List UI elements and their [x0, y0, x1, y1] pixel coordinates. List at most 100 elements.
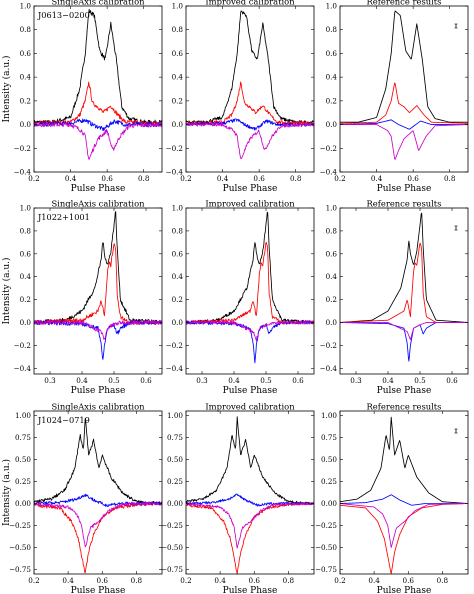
trace-pa-component: [186, 320, 314, 342]
trace-pa-component: [186, 502, 314, 549]
y-tick-label: 0.8: [20, 226, 32, 235]
y-tick-label: −0.25: [315, 521, 337, 530]
y-tick-label: 0.2: [20, 96, 31, 105]
y-tick-label: −0.4: [14, 364, 32, 373]
y-tick-label: 0.0: [326, 120, 338, 129]
y-tick-label: 1.00: [321, 411, 337, 420]
trace-pa-component: [340, 124, 468, 160]
x-tick-label: 0.6: [407, 174, 419, 183]
y-tick-label: 0.6: [326, 249, 338, 258]
x-tick-label: 0.4: [65, 174, 77, 183]
x-tick-label: 0.8: [283, 576, 295, 585]
pulsar-name-label: J1024−0719: [37, 415, 90, 425]
axes-frame: [339, 5, 469, 173]
y-tick-label: 0.2: [326, 295, 337, 304]
y-axis-label: Intensity (a.u.): [1, 257, 12, 324]
y-tick-label: 0.2: [20, 295, 31, 304]
panel-title: Reference results: [367, 199, 442, 209]
axes-frame: [185, 207, 315, 375]
trace-total-intensity: [34, 8, 162, 125]
panel-title: Improved calibration: [205, 199, 295, 209]
x-tick-label: 0.3: [196, 376, 208, 385]
trace-linear-polarization: [340, 82, 468, 124]
y-tick-label: 0.2: [172, 96, 183, 105]
panel-r3-c3: 0.2 0.4 0.6 0.8 1.00 0.75 0.50 0.25 0.00 −0.25 −0.…: [315, 402, 469, 594]
axes-frame: [33, 207, 163, 375]
y-tick-label: 0.4: [172, 272, 184, 281]
y-tick-label: −0.75: [161, 565, 183, 574]
trace-pa-component: [340, 322, 468, 341]
trace-linear-polarization: [340, 503, 468, 574]
panel-r3-c2: 0.2 0.4 0.6 0.8 1.00 0.75 0.50 0.25 0.00 −0.25 −0.…: [161, 402, 315, 594]
y-tick-label: 0.6: [172, 249, 184, 258]
y-tick-label: 0.00: [15, 499, 31, 508]
x-tick-label: 0.6: [446, 376, 458, 385]
trace-total-intensity: [340, 10, 468, 123]
panel-r1-c1: 0.2 0.4 0.6 0.8 1.0 0.8 0.6 0.4 0.2 0.0 −0.2 −0.4 Si…: [14, 0, 163, 194]
x-axis-label: Pulse Phase: [71, 184, 126, 194]
x-tick-label: 0.4: [382, 376, 394, 385]
panel-r2-c2: 0.3 0.4 0.5 0.6 1.0 0.8 0.6 0.4 0.2 0.0 −0.2 −0.4 Im…: [166, 199, 315, 396]
trace-pa-component: [340, 503, 468, 548]
y-tick-label: 0.0: [20, 120, 32, 129]
y-tick-label: −0.50: [315, 543, 337, 552]
trace-pa-component: [34, 320, 162, 341]
x-tick-label: 0.4: [228, 376, 240, 385]
y-tick-label: −0.4: [166, 168, 184, 177]
panel-title: Improved calibration: [205, 0, 295, 7]
y-tick-label: 0.50: [15, 455, 31, 464]
x-tick-label: 0.4: [371, 174, 383, 183]
trace-circular-polarization: [340, 322, 468, 362]
panel-r1-c3: 0.2 0.4 0.6 0.8 1.0 0.8 0.6 0.4 0.2 0.0 −0.2 −0.4 Re…: [320, 0, 469, 194]
y-tick-label: 0.4: [20, 73, 32, 82]
x-tick-label: 0.6: [253, 174, 265, 183]
trace-circular-polarization: [340, 119, 468, 130]
axes-frame: [339, 410, 469, 575]
y-tick-label: 1.0: [326, 2, 338, 11]
x-tick-label: 0.8: [444, 174, 456, 183]
y-tick-label: −0.75: [315, 565, 337, 574]
y-tick-label: 0.6: [172, 49, 184, 58]
y-tick-label: −0.4: [320, 168, 338, 177]
panel-title: SingleAxis calibration: [51, 199, 145, 209]
y-tick-label: 1.0: [172, 2, 184, 11]
panel-title: SingleAxis calibration: [51, 0, 145, 7]
trace-total-intensity: [340, 416, 468, 504]
y-tick-label: −0.50: [9, 543, 31, 552]
x-axis-label: Pulse Phase: [377, 184, 432, 194]
axes-frame: [33, 410, 163, 575]
y-tick-label: 0.4: [326, 272, 338, 281]
y-tick-label: 0.4: [20, 272, 32, 281]
y-tick-label: 1.0: [20, 2, 32, 11]
y-tick-label: −0.4: [320, 364, 338, 373]
x-axis-label: Pulse Phase: [71, 386, 126, 396]
y-tick-label: −0.2: [166, 144, 183, 153]
trace-circular-polarization: [186, 320, 314, 364]
x-tick-label: 0.2: [180, 174, 191, 183]
panel-title: Reference results: [367, 402, 442, 412]
y-tick-label: 0.25: [167, 477, 183, 486]
trace-linear-polarization: [186, 81, 314, 126]
pulsar-name-label: J0613−0200: [37, 10, 90, 20]
x-tick-label: 0.3: [44, 376, 56, 385]
axes-frame: [185, 410, 315, 575]
y-tick-label: 0.8: [20, 25, 32, 34]
trace-total-intensity: [340, 212, 468, 323]
y-tick-label: 0.6: [326, 49, 338, 58]
y-tick-label: 0.0: [172, 120, 184, 129]
x-tick-label: 0.2: [28, 174, 39, 183]
trace-linear-polarization: [34, 81, 162, 126]
x-tick-label: 0.8: [138, 174, 150, 183]
x-tick-label: 0.2: [334, 576, 345, 585]
trace-pa-component: [34, 501, 162, 548]
y-tick-label: 0.75: [15, 433, 31, 442]
y-tick-label: 0.0: [20, 318, 32, 327]
y-tick-label: −0.25: [161, 521, 183, 530]
y-tick-label: −0.2: [14, 341, 31, 350]
y-tick-label: 0.4: [326, 73, 338, 82]
x-axis-label: Pulse Phase: [377, 586, 432, 594]
x-axis-label: Pulse Phase: [223, 586, 278, 594]
y-tick-label: 0.00: [321, 499, 337, 508]
x-tick-label: 0.4: [217, 174, 229, 183]
